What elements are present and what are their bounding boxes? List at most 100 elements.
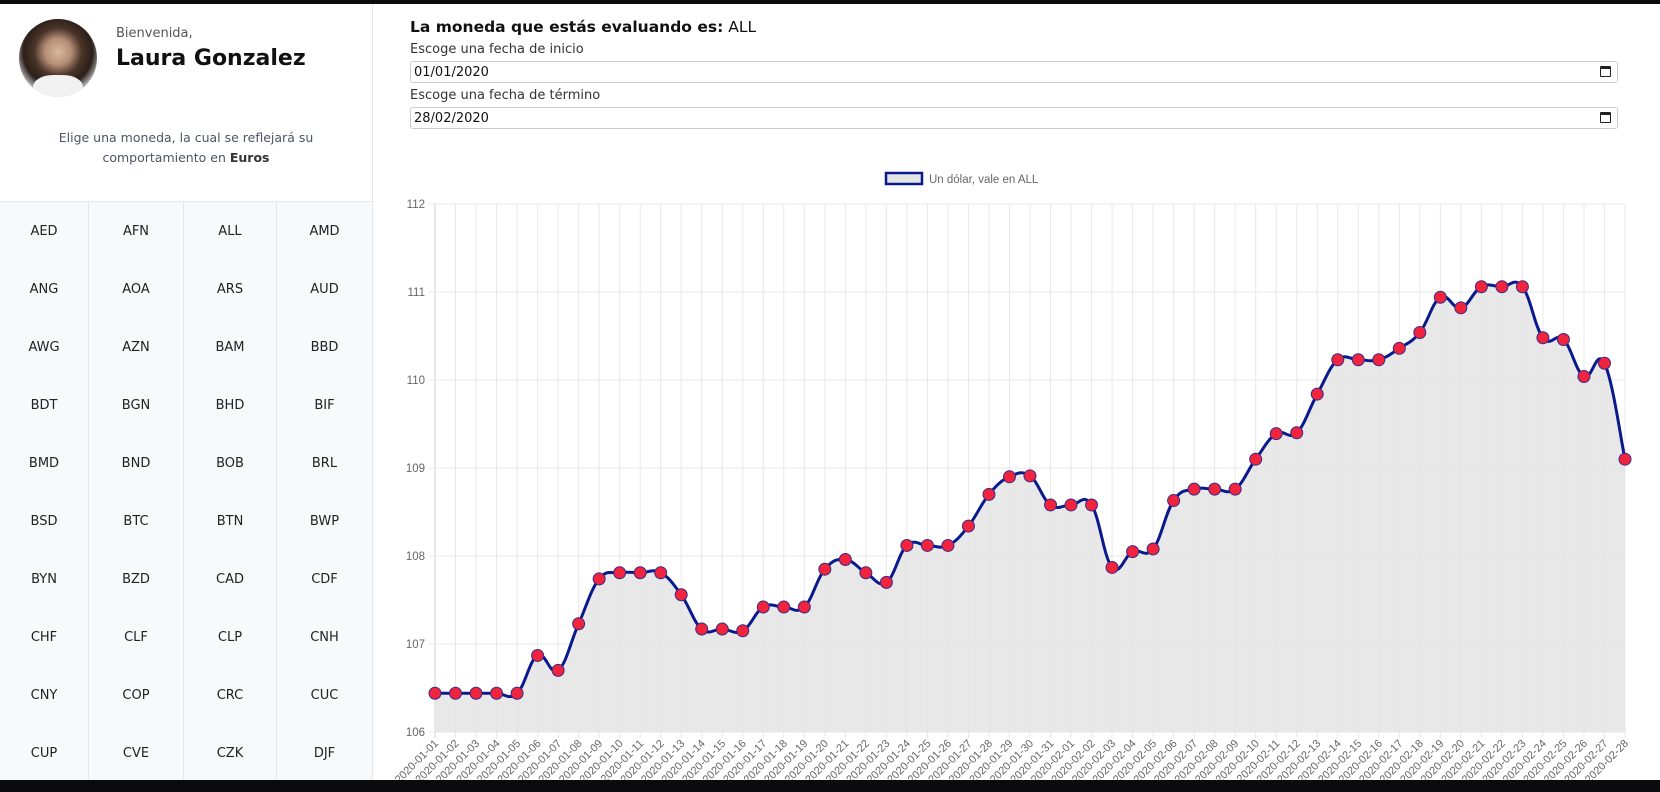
currency-btc[interactable]: BTC [89,492,184,550]
currency-bmd[interactable]: BMD [0,434,89,492]
start-date-value: 01/01/2020 [414,65,489,80]
data-point [961,519,975,533]
currency-awg[interactable]: AWG [0,318,89,376]
currency-cny[interactable]: CNY [0,666,89,724]
data-point [1433,290,1447,304]
currency-byn[interactable]: BYN [0,550,89,608]
data-point [613,566,627,580]
data-point [777,600,791,614]
description-text: Elige una moneda, la cual se reflejará s… [58,130,314,165]
currency-cop[interactable]: COP [89,666,184,724]
currency-bam[interactable]: BAM [184,318,277,376]
currency-all[interactable]: ALL [184,202,277,260]
data-point [1413,325,1427,339]
data-point [1249,452,1263,466]
data-point [838,553,852,567]
data-point [879,575,893,589]
currency-aud[interactable]: AUD [310,281,339,297]
data-point [1597,356,1611,370]
currency-djf[interactable]: DJF [313,745,336,761]
y-tick-label: 107 [406,639,425,651]
currency-azn[interactable]: AZN [89,318,184,376]
currency-cuc[interactable]: CUC [310,687,339,703]
currency-bsd[interactable]: BSD [0,492,89,550]
currency-bob[interactable]: BOB [184,434,277,492]
currency-bzd[interactable]: BZD [89,550,184,608]
currency-bwp[interactable]: BWP [309,513,340,529]
currency-grid: AED AFN ALL AMD ANG AOA ARS AUD AWG AZN BAM BBD BDT B… [0,201,372,782]
data-point [531,648,545,662]
currency-bbd[interactable]: BBD [310,339,339,355]
currency-cup[interactable]: CUP [0,724,89,782]
currency-afn[interactable]: AFN [89,202,184,260]
data-point [1126,545,1140,559]
currency-aed[interactable]: AED [0,202,89,260]
currency-bhd[interactable]: BHD [184,376,277,434]
end-date-value: 28/02/2020 [414,111,489,126]
data-point [1474,280,1488,294]
calendar-icon[interactable] [1600,66,1611,77]
data-point [1044,498,1058,512]
currency-bnd[interactable]: BND [89,434,184,492]
data-point [551,663,565,677]
data-point [633,566,647,580]
currency-ars[interactable]: ARS [184,260,277,318]
currency-bif[interactable]: BIF [314,397,335,413]
y-tick-label: 112 [407,199,425,211]
data-point [859,566,873,580]
data-point [674,588,688,602]
data-point [469,686,483,700]
currency-btn[interactable]: BTN [184,492,277,550]
data-point [1495,280,1509,294]
currency-cve[interactable]: CVE [89,724,184,782]
currency-chf[interactable]: CHF [0,608,89,666]
data-point [1064,498,1078,512]
currency-bdt[interactable]: BDT [0,376,89,434]
data-point [1392,341,1406,355]
currency-aoa[interactable]: AOA [89,260,184,318]
currency-crc[interactable]: CRC [184,666,277,724]
data-point [1310,387,1324,401]
currency-cad[interactable]: CAD [184,550,277,608]
data-point [1515,280,1529,294]
data-point [900,538,914,552]
data-point [572,617,586,631]
data-point [1085,498,1099,512]
data-point [510,686,524,700]
legend-label: Un dólar, vale en ALL [929,174,1039,186]
currency-cdf[interactable]: CDF [311,571,338,587]
data-point [490,686,504,700]
main-panel: La moneda que estás evaluando es: ALL Es… [373,4,1660,780]
avatar [19,19,97,97]
end-date-input[interactable]: 28/02/2020 [410,107,1618,129]
area-fill [435,282,1625,732]
data-point [756,600,770,614]
data-point [941,538,955,552]
data-point [1002,470,1016,484]
data-point [1577,369,1591,383]
y-tick-label: 111 [408,287,425,299]
greeting: Bienvenida, [116,26,193,41]
data-point [1351,353,1365,367]
calendar-icon[interactable] [1600,112,1611,123]
data-point [1146,542,1160,556]
currency-clf[interactable]: CLF [89,608,184,666]
currency-amd[interactable]: AMD [309,223,340,239]
data-point [1269,427,1283,441]
data-point [818,562,832,576]
data-point [1331,353,1345,367]
y-tick-label: 108 [406,551,425,563]
start-date-input[interactable]: 01/01/2020 [410,61,1618,83]
data-point [1105,560,1119,574]
currency-czk[interactable]: CZK [184,724,277,782]
data-point [1208,482,1222,496]
currency-brl[interactable]: BRL [311,455,338,471]
currency-ang[interactable]: ANG [0,260,89,318]
sidebar: Bienvenida, Laura Gonzalez Elige una mon… [0,4,373,782]
data-point [592,572,606,586]
legend-swatch [884,171,924,186]
currency-cnh[interactable]: CNH [310,629,339,645]
currency-clp[interactable]: CLP [184,608,277,666]
currency-bgn[interactable]: BGN [89,376,184,434]
y-tick-label: 109 [406,463,425,475]
